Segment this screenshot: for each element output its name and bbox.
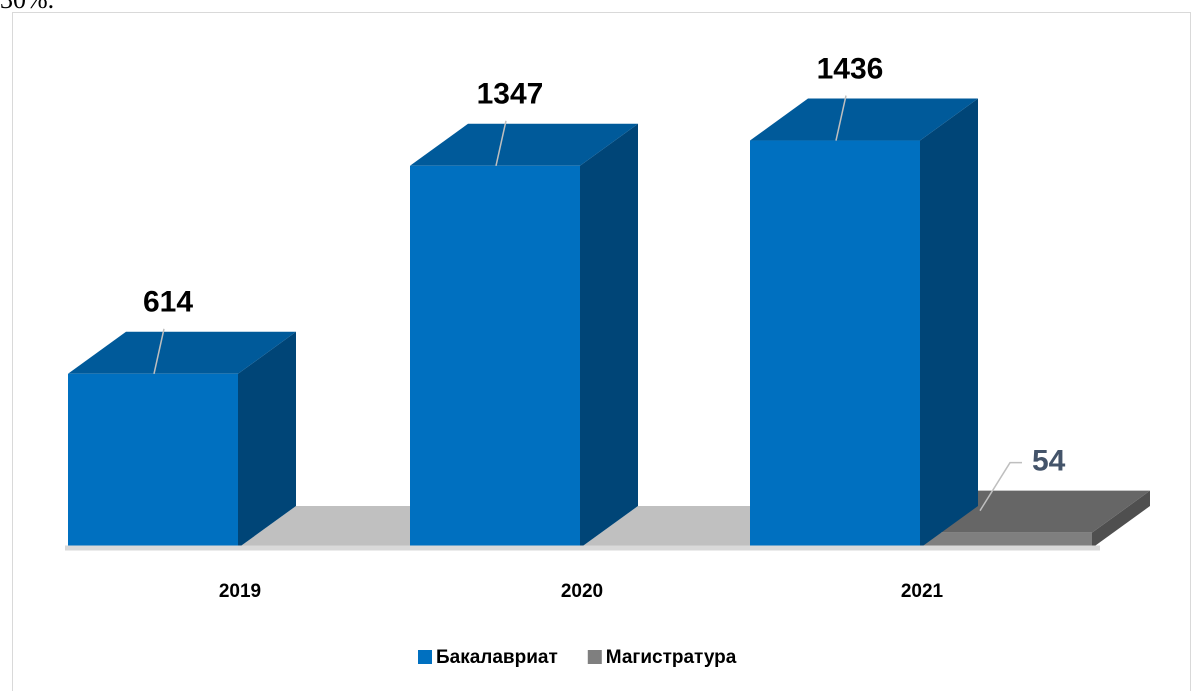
bar: [410, 123, 638, 548]
data-label: 54: [1032, 445, 1066, 478]
bar-front: [920, 532, 1092, 548]
x-tick-label: 2019: [219, 581, 261, 602]
leader-line: [495, 120, 507, 166]
legend-swatch: [418, 650, 432, 664]
bar-front: [410, 165, 580, 548]
leader-line: [979, 461, 1022, 512]
bar: [68, 331, 296, 548]
bar-top: [410, 123, 638, 166]
x-tick-label: 2021: [901, 581, 944, 602]
bar-side: [1092, 490, 1150, 548]
bar: [750, 98, 978, 548]
data-label: 1436: [817, 52, 884, 85]
chart-frame: [12, 12, 1191, 691]
legend-swatch: [587, 650, 602, 664]
data-label: 1347: [477, 78, 544, 111]
data-label: 614: [143, 286, 193, 319]
bar-side: [238, 331, 296, 548]
bar-top: [68, 331, 296, 374]
bar-front: [750, 140, 920, 548]
bar-side: [580, 123, 638, 548]
x-tick-label: 2020: [561, 581, 603, 602]
legend-label: Магистратура: [606, 647, 737, 668]
labels: 54 614 1347 1436: [143, 52, 1066, 512]
leader-line: [835, 95, 847, 141]
bar-front: [68, 373, 238, 548]
bar-side: [920, 98, 978, 548]
caption-fragment: 30%.: [0, 0, 54, 14]
bar-top: [750, 98, 978, 141]
plot-area: [68, 98, 1150, 548]
legend-label: Бакалавриат: [436, 647, 558, 668]
leader-line: [153, 328, 165, 374]
